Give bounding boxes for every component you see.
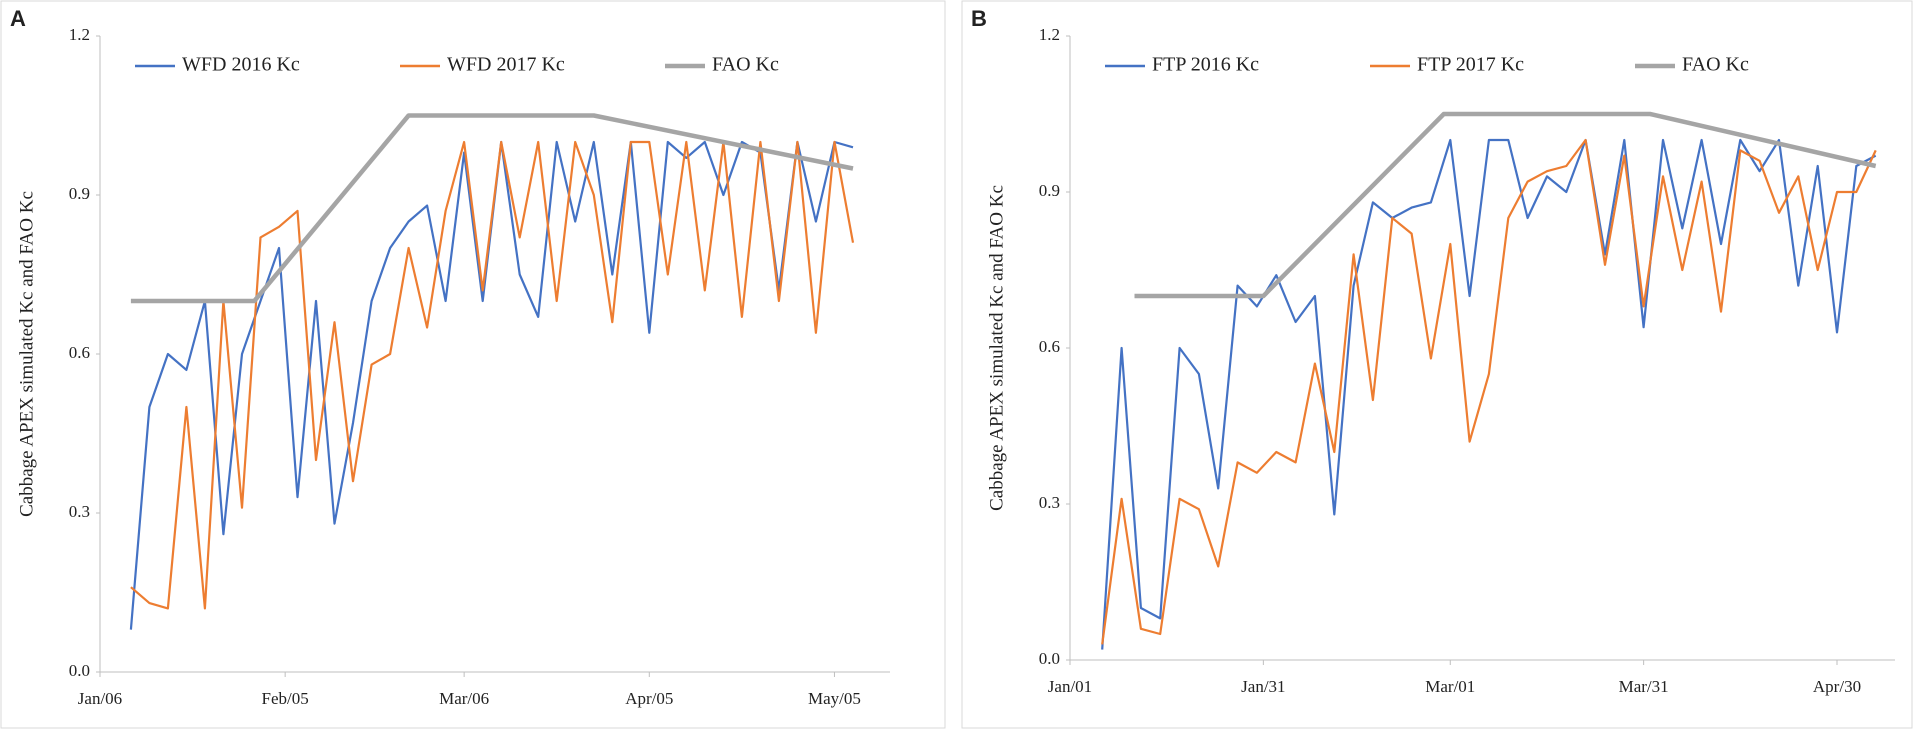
x-tick-label: Apr/30 bbox=[1813, 677, 1861, 696]
x-tick-label: Jan/06 bbox=[78, 689, 122, 708]
y-tick-label: 1.2 bbox=[69, 25, 90, 44]
legend-label: WFD 2017 Kc bbox=[447, 54, 565, 76]
x-tick-label: May/05 bbox=[808, 689, 861, 708]
legend-label: FAO Kc bbox=[712, 54, 779, 76]
legend-label: WFD 2016 Kc bbox=[182, 54, 300, 76]
panel-frame bbox=[0, 0, 946, 729]
x-tick-label: Feb/05 bbox=[262, 689, 309, 708]
y-axis-label: Cabbage APEX simulated Kc and FAO Kc bbox=[16, 191, 37, 517]
y-tick-label: 1.2 bbox=[1039, 25, 1060, 44]
series-line bbox=[1101, 138, 1877, 650]
panel-label: A bbox=[10, 6, 26, 31]
x-tick-label: Mar/31 bbox=[1619, 677, 1669, 696]
x-tick-label: Jan/01 bbox=[1048, 677, 1092, 696]
y-tick-label: 0.0 bbox=[69, 661, 90, 680]
x-tick-label: Jan/31 bbox=[1241, 677, 1285, 696]
series-line bbox=[1101, 138, 1877, 645]
x-tick-label: Mar/01 bbox=[1425, 677, 1475, 696]
legend-label: FTP 2016 Kc bbox=[1152, 54, 1259, 76]
y-tick-label: 0.9 bbox=[69, 184, 90, 203]
panel-label: B bbox=[971, 6, 987, 31]
y-tick-label: 0.3 bbox=[1039, 493, 1060, 512]
y-tick-label: 0.3 bbox=[69, 502, 90, 521]
x-tick-label: Apr/05 bbox=[625, 689, 673, 708]
panel-frame bbox=[961, 0, 1913, 729]
series-line bbox=[130, 140, 855, 610]
series-line bbox=[1134, 111, 1877, 299]
y-tick-label: 0.6 bbox=[69, 343, 90, 362]
x-tick-label: Mar/06 bbox=[439, 689, 489, 708]
y-tick-label: 0.0 bbox=[1039, 649, 1060, 668]
y-tick-label: 0.9 bbox=[1039, 181, 1060, 200]
series-line bbox=[130, 113, 854, 304]
legend-label: FAO Kc bbox=[1682, 54, 1749, 76]
legend-label: FTP 2017 Kc bbox=[1417, 54, 1524, 76]
y-tick-label: 0.6 bbox=[1039, 337, 1060, 356]
y-axis-label: Cabbage APEX simulated Kc and FAO Kc bbox=[986, 185, 1007, 511]
